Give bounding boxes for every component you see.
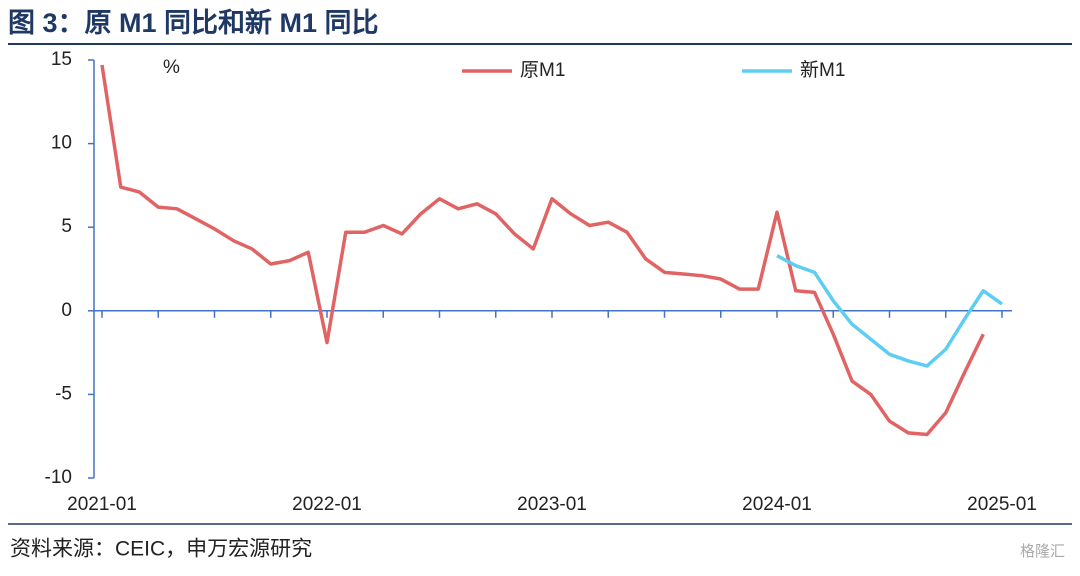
watermark: 格隆汇 xyxy=(1020,543,1065,560)
legend-label: 新M1 xyxy=(800,59,845,81)
y-tick-label: -10 xyxy=(45,467,72,488)
source: 资料来源：CEIC，申万宏源研究 xyxy=(10,538,312,561)
legend-label: 原M1 xyxy=(520,60,565,81)
y-unit: % xyxy=(163,57,180,78)
y-tick-label: 0 xyxy=(61,300,72,321)
y-tick-label: 10 xyxy=(51,133,72,154)
series-line xyxy=(100,64,985,437)
x-tick-label: 2024-01 xyxy=(742,494,812,515)
x-tick-label: 2023-01 xyxy=(517,494,587,515)
series-line xyxy=(776,254,1004,368)
y-tick-label: -5 xyxy=(55,383,72,404)
y-tick-label: 15 xyxy=(51,49,72,70)
x-tick-label: 2025-01 xyxy=(967,494,1037,515)
y-tick-label: 5 xyxy=(61,216,72,237)
chart-title: 图 3：原 M1 同比和新 M1 同比 xyxy=(8,7,379,38)
x-tick-label: 2022-01 xyxy=(292,494,362,515)
x-tick-label: 2021-01 xyxy=(67,494,137,515)
